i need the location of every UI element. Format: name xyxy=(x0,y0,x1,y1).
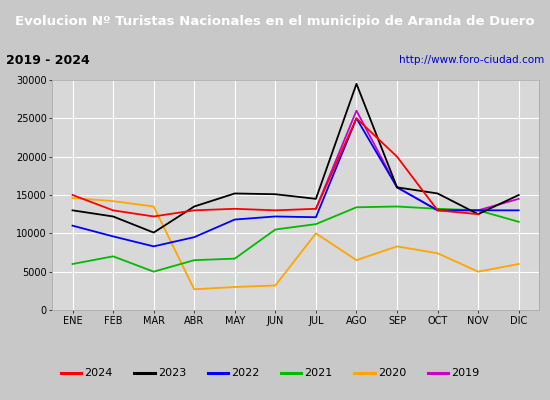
Text: Evolucion Nº Turistas Nacionales en el municipio de Aranda de Duero: Evolucion Nº Turistas Nacionales en el m… xyxy=(15,14,535,28)
Text: http://www.foro-ciudad.com: http://www.foro-ciudad.com xyxy=(399,55,544,65)
Text: 2019 - 2024: 2019 - 2024 xyxy=(6,54,89,66)
Text: 2024: 2024 xyxy=(84,368,113,378)
Text: 2023: 2023 xyxy=(158,368,186,378)
Text: 2019: 2019 xyxy=(451,368,479,378)
Text: 2021: 2021 xyxy=(304,368,333,378)
Text: 2020: 2020 xyxy=(378,368,406,378)
Text: 2022: 2022 xyxy=(231,368,260,378)
